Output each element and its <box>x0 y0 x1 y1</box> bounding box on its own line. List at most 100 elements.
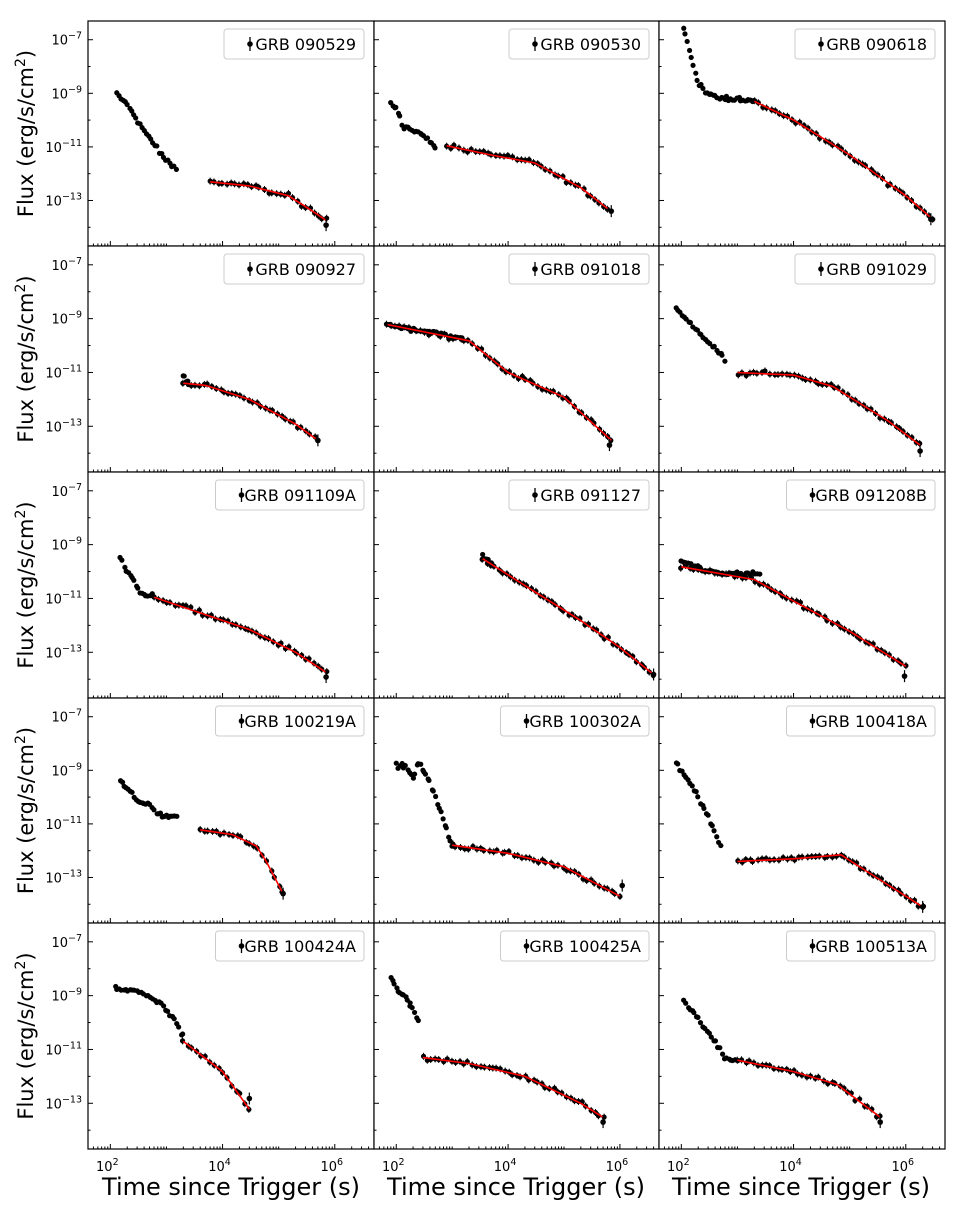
legend-label: GRB 091127 <box>540 486 641 505</box>
y-tick-label: 10−7 <box>51 31 82 49</box>
legend: GRB 100424A <box>215 930 365 962</box>
legend-box <box>223 253 365 285</box>
legend-marker <box>532 41 538 47</box>
panel-grb-091029: GRB 091029 <box>658 245 946 473</box>
legend: GRB 091018 <box>508 253 650 285</box>
y-axis-label-row4: Flux (erg/s/cm2) <box>13 727 38 894</box>
labels-layer: Time since Trigger (s) Time since Trigge… <box>13 50 930 1201</box>
legend-box <box>215 705 365 737</box>
y-tick-label: 10−7 <box>51 933 82 951</box>
data-point <box>432 145 438 151</box>
data-point <box>690 62 696 68</box>
data-point <box>714 834 720 840</box>
legend-box <box>794 28 936 60</box>
data-point <box>708 1034 714 1040</box>
legend-label: GRB 090927 <box>255 260 356 279</box>
data-point <box>762 368 768 374</box>
legend-box <box>215 930 365 962</box>
data-point <box>443 825 449 831</box>
legend-marker <box>818 266 824 272</box>
y-tick-label: 10−13 <box>45 1094 82 1112</box>
data-point <box>246 1095 253 1102</box>
y-tick-label: 10−11 <box>45 589 82 607</box>
data-point <box>700 85 706 91</box>
data-point <box>687 319 694 326</box>
x-axis-label-col2: Time since Trigger (s) <box>386 1173 645 1201</box>
panel-grb-090529: GRB 090529 10−7 10−9 10−11 10−13 <box>45 20 375 247</box>
data-point <box>722 358 728 364</box>
legend: GRB 090618 <box>794 28 936 60</box>
panel-grb-091018: GRB 091018 <box>373 245 660 473</box>
y-axis-label-row2: Flux (erg/s/cm2) <box>13 275 38 442</box>
panel-grb-090530: GRB 090530 <box>373 20 660 247</box>
legend-box <box>508 28 650 60</box>
data-point <box>712 1038 719 1044</box>
data-point <box>409 1005 415 1011</box>
data-point <box>693 70 699 76</box>
data-point <box>928 216 934 223</box>
data-point <box>440 816 446 822</box>
data-point <box>698 81 704 88</box>
legend-label: GRB 090529 <box>255 35 356 54</box>
data-point <box>711 343 717 349</box>
data-point <box>393 104 399 111</box>
panel-grb-100418a: GRB 100418A <box>658 697 946 924</box>
y-tick-label: 10−9 <box>51 761 82 779</box>
data-point <box>180 380 186 386</box>
legend-label: GRB 100425A <box>529 937 641 956</box>
y-tick-label: 10−9 <box>51 84 82 102</box>
legend-marker <box>523 943 530 949</box>
legend-box <box>794 253 936 285</box>
data-point <box>877 1119 883 1125</box>
legend-box <box>500 705 650 737</box>
legend-marker <box>809 718 816 724</box>
data-point <box>424 135 431 141</box>
legend: GRB 091208B <box>786 479 936 511</box>
legend-marker <box>532 266 538 272</box>
panels-layer: GRB 090529 10−7 10−9 10−11 10−13 GRB 090530 GR… <box>45 20 946 1175</box>
panel-grb-090618: GRB 090618 <box>658 20 946 247</box>
data-point <box>119 557 125 563</box>
data-point <box>688 54 694 61</box>
data-point <box>391 981 397 987</box>
data-point <box>705 812 711 818</box>
ticks <box>87 941 375 1149</box>
data-point <box>119 779 126 785</box>
data-point <box>681 25 687 31</box>
data-point <box>433 793 439 800</box>
fit-curve <box>482 558 655 676</box>
y-tick-label: 10−7 <box>51 708 82 726</box>
y-tick-label: 10−11 <box>45 1040 82 1058</box>
legend-marker <box>238 492 245 498</box>
data-point <box>411 1009 418 1016</box>
legend-marker <box>818 41 824 47</box>
data-point <box>675 761 681 767</box>
x-axis-label-col1: Time since Trigger (s) <box>101 1173 360 1201</box>
data-point <box>171 1016 177 1022</box>
data-point <box>180 1031 186 1037</box>
data-point <box>709 823 715 829</box>
data-point <box>154 143 160 149</box>
data-point <box>181 373 187 379</box>
legend-label: GRB 090530 <box>540 35 641 54</box>
fit-curve <box>737 1059 881 1118</box>
fit-curve <box>681 566 907 667</box>
fit-curve <box>210 181 327 222</box>
data-point <box>718 842 724 849</box>
y-axis-label-row5: Flux (erg/s/cm2) <box>13 952 38 1119</box>
data-point <box>706 1030 712 1036</box>
panel-grb-100302a: GRB 100302A <box>373 697 660 924</box>
data-point <box>701 805 707 811</box>
data-point <box>734 1057 740 1063</box>
legend-box <box>786 705 936 737</box>
y-tick-label: 10−13 <box>45 191 82 209</box>
legend: GRB 100219A <box>215 705 365 737</box>
y-tick-label: 10−13 <box>45 868 82 886</box>
legend-label: GRB 100418A <box>815 712 927 731</box>
data-point <box>707 340 713 347</box>
data-point <box>124 101 130 108</box>
data-point <box>438 809 444 815</box>
data-point <box>901 673 908 679</box>
